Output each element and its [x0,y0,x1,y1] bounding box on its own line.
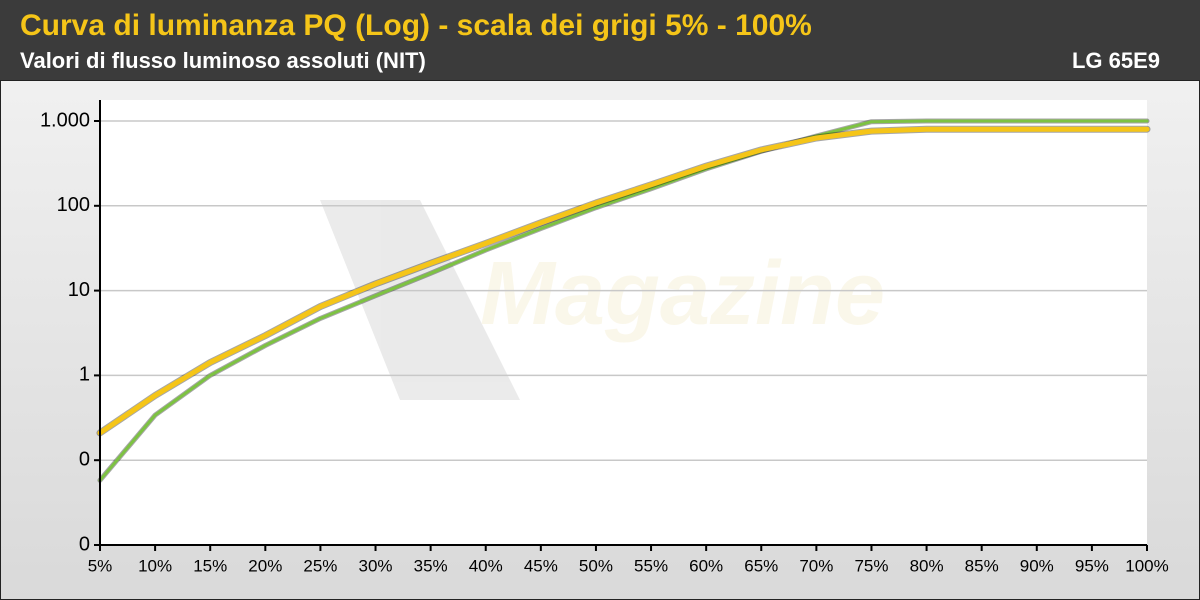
x-tick-label: 10% [138,556,172,575]
x-tick-label: 95% [1075,556,1109,575]
x-tick-label: 65% [744,556,778,575]
x-tick-label: 40% [469,556,503,575]
y-tick-label: 0 [79,533,90,555]
x-tick-label: 85% [965,556,999,575]
svg-text:Magazine: Magazine [480,244,885,344]
x-tick-label: 45% [524,556,558,575]
x-tick-label: 15% [193,556,227,575]
header [0,0,1200,80]
x-tick-label: 60% [689,556,723,575]
y-tick-label: 0 [79,448,90,470]
y-tick-label: 100 [57,194,90,216]
x-tick-label: 80% [910,556,944,575]
y-tick-label: 1 [79,364,90,386]
x-tick-label: 50% [579,556,613,575]
series-line [97,126,1150,436]
model-label: LG 65E9 [1072,48,1160,73]
x-tick-label: 70% [799,556,833,575]
x-tick-label: 55% [634,556,668,575]
y-tick-label: 10 [68,279,90,301]
x-tick-label: 90% [1020,556,1054,575]
series-line [98,119,1149,482]
x-tick-label: 75% [854,556,888,575]
x-tick-label: 5% [88,556,113,575]
x-tick-label: 35% [414,556,448,575]
x-tick-label: 20% [248,556,282,575]
chart-title: Curva di luminanza PQ (Log) - scala dei … [20,9,812,42]
y-tick-label: 1.000 [40,109,90,131]
x-tick-label: 30% [359,556,393,575]
plot-area [100,100,1147,545]
chart-subtitle: Valori di flusso luminoso assoluti (NIT) [20,48,426,73]
watermark: Magazine [320,200,885,400]
x-tick-label: 100% [1125,556,1168,575]
x-tick-label: 25% [303,556,337,575]
